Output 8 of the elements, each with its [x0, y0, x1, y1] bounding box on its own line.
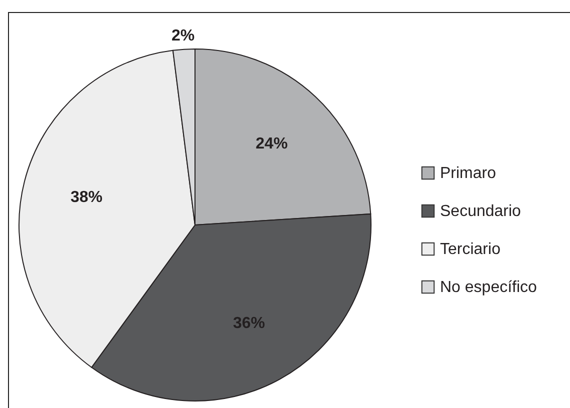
- data-label: 36%: [232, 315, 265, 332]
- legend-label: Terciario: [440, 241, 501, 258]
- data-label: 38%: [70, 189, 103, 206]
- data-label: 24%: [256, 135, 288, 152]
- legend-label: Secundario: [440, 203, 522, 220]
- legend-label: Primaro: [440, 165, 496, 182]
- data-label: 2%: [172, 27, 195, 44]
- legend-label: No específico: [440, 279, 538, 296]
